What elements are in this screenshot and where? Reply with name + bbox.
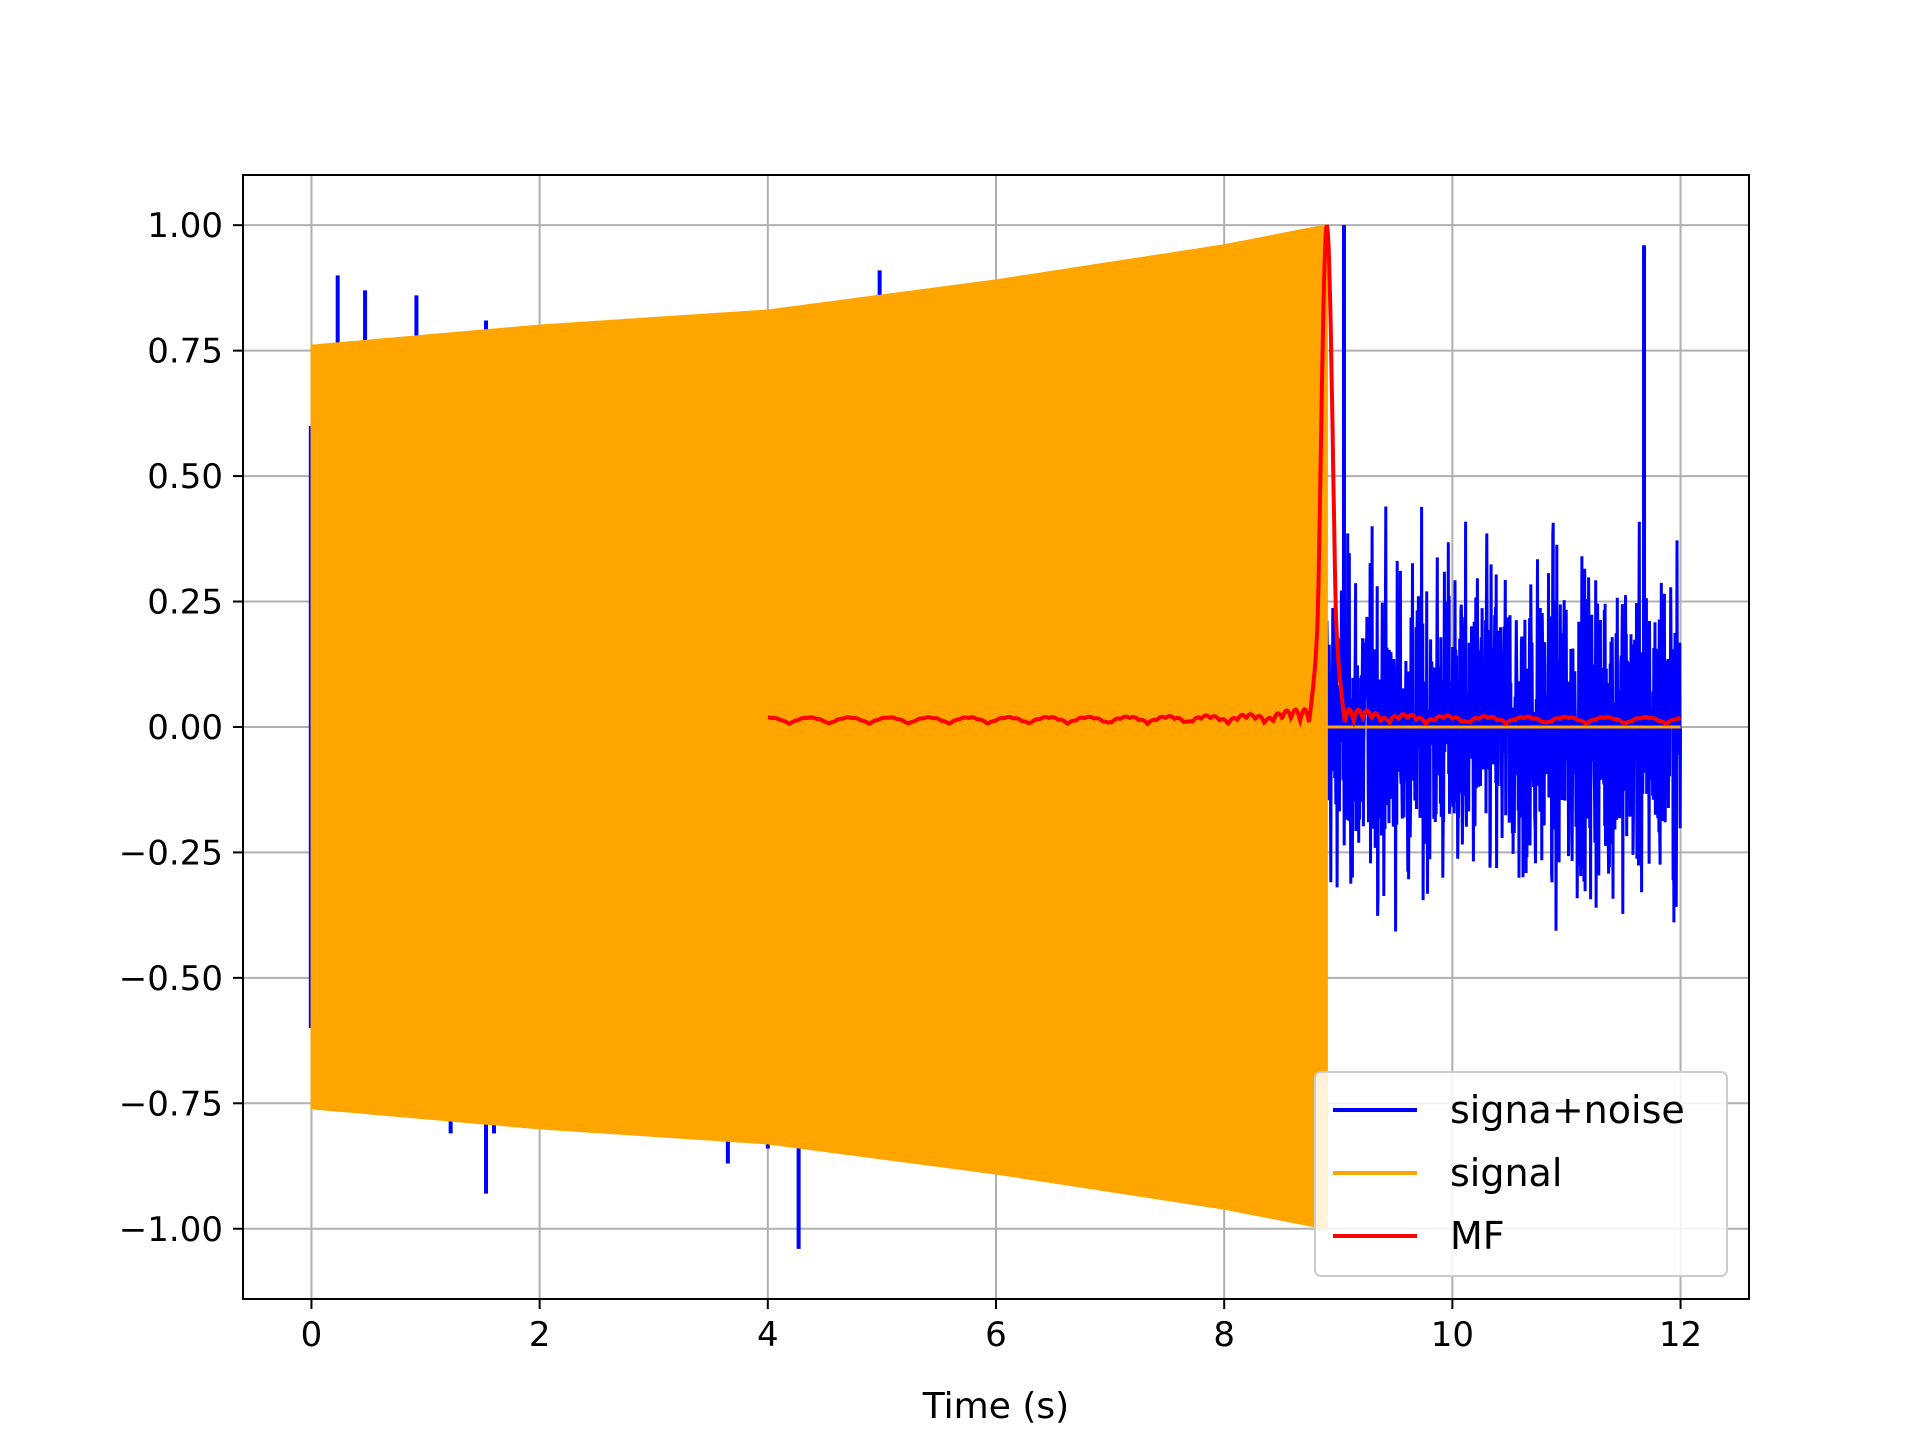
y-tick-label: 0.75 [147, 332, 223, 372]
y-tick-label: −0.25 [119, 833, 223, 873]
plot-area [308, 223, 1682, 1249]
x-tick-label: 4 [757, 1315, 779, 1355]
x-tick-label: 0 [301, 1315, 323, 1355]
x-axis: 0 2 4 6 8 10 12 [301, 1299, 1702, 1355]
y-tick-label: 0.00 [147, 708, 223, 748]
series-signa-noise-line [1325, 506, 1682, 932]
y-tick-label: −1.00 [119, 1210, 223, 1250]
series-signal-fill [310, 223, 1328, 1231]
y-tick-label: −0.75 [119, 1084, 223, 1124]
x-tick-label: 6 [985, 1315, 1007, 1355]
y-tick-label: 1.00 [147, 206, 223, 246]
legend-entry-label: signal [1450, 1151, 1562, 1195]
x-tick-label: 2 [529, 1315, 551, 1355]
legend-entry-label: signa+noise [1450, 1088, 1685, 1132]
legend-box [1314, 1071, 1728, 1277]
y-tick-label: 0.25 [147, 583, 223, 623]
x-tick-label: 10 [1431, 1315, 1474, 1355]
y-axis: 1.00 0.75 0.50 0.25 0.00 −0.25 −0.50 −0.75 −1.00 [119, 206, 243, 1250]
y-tick-label: −0.50 [119, 959, 223, 999]
x-tick-label: 12 [1659, 1315, 1702, 1355]
x-axis-label: Time (s) [922, 1386, 1069, 1427]
series-mf-line [767, 224, 1682, 728]
legend-entry-label: MF [1450, 1214, 1505, 1258]
y-tick-label: 0.50 [147, 457, 223, 497]
x-tick-label: 8 [1213, 1315, 1235, 1355]
legend: signa+noise signal MF [1314, 1071, 1728, 1277]
